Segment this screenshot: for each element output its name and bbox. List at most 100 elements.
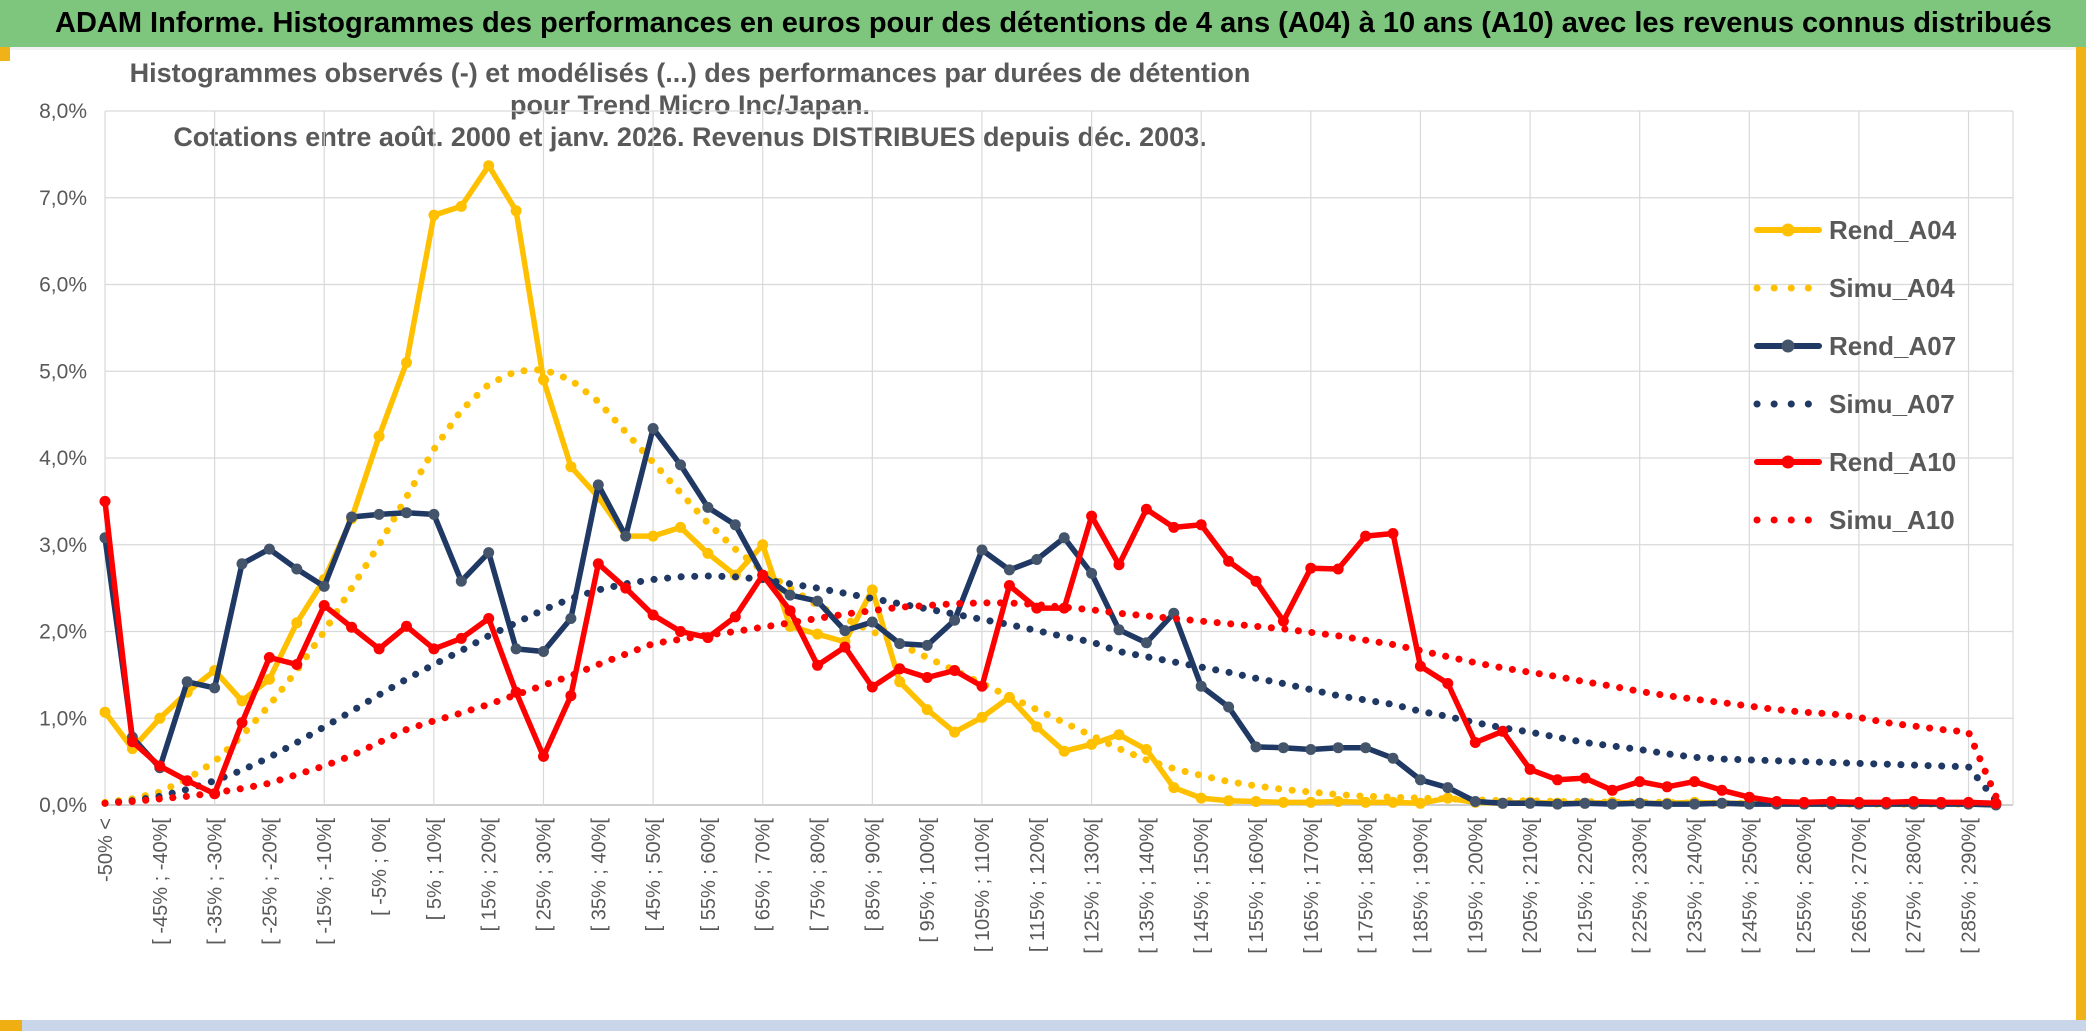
data-point-marker[interactable]: [1442, 782, 1454, 794]
bottom-scrollbar-strip[interactable]: [0, 1020, 2086, 1031]
data-point-marker[interactable]: [236, 717, 248, 729]
data-point-marker[interactable]: [1140, 744, 1152, 755]
data-point-marker[interactable]: [1387, 528, 1399, 539]
data-point-marker[interactable]: [346, 621, 358, 633]
data-point-marker[interactable]: [1223, 555, 1235, 567]
data-point-marker[interactable]: [1963, 796, 1974, 808]
data-point-marker[interactable]: [1360, 742, 1372, 754]
data-point-marker[interactable]: [263, 673, 275, 685]
data-point-marker[interactable]: [181, 676, 193, 688]
data-point-marker[interactable]: [1880, 796, 1892, 808]
data-point-marker[interactable]: [1414, 774, 1426, 786]
data-point-marker[interactable]: [236, 695, 248, 707]
data-point-marker[interactable]: [702, 501, 714, 513]
data-point-marker[interactable]: [1332, 796, 1344, 807]
data-point-marker[interactable]: [620, 530, 632, 542]
data-point-marker[interactable]: [318, 580, 330, 592]
data-point-marker[interactable]: [757, 539, 769, 551]
data-point-marker[interactable]: [538, 750, 549, 762]
data-point-marker[interactable]: [1195, 519, 1207, 531]
data-point-marker[interactable]: [1414, 797, 1426, 809]
data-point-marker[interactable]: [921, 672, 933, 683]
data-point-marker[interactable]: [1003, 564, 1015, 576]
data-point-marker[interactable]: [839, 625, 851, 637]
data-point-marker[interactable]: [866, 681, 878, 693]
data-point-marker[interactable]: [1031, 554, 1043, 565]
series-simu_a10[interactable]: [101, 599, 2000, 807]
data-point-marker[interactable]: [976, 680, 988, 692]
data-point-marker[interactable]: [1140, 637, 1152, 649]
data-point-marker[interactable]: [373, 643, 385, 655]
data-point-marker[interactable]: [455, 200, 467, 212]
data-point-marker[interactable]: [1908, 796, 1920, 807]
data-point-marker[interactable]: [839, 641, 851, 653]
data-point-marker[interactable]: [291, 659, 303, 670]
legend-item-rend_a07[interactable]: Rend_A07: [1754, 331, 1956, 361]
data-point-marker[interactable]: [291, 617, 303, 629]
data-point-marker[interactable]: [154, 712, 166, 724]
data-point-marker[interactable]: [976, 711, 988, 723]
data-point-marker[interactable]: [1387, 752, 1399, 764]
data-point-marker[interactable]: [812, 659, 823, 671]
data-point-marker[interactable]: [1524, 797, 1536, 809]
data-point-marker[interactable]: [510, 205, 522, 217]
data-point-marker[interactable]: [592, 558, 604, 570]
data-point-marker[interactable]: [784, 605, 796, 617]
data-point-marker[interactable]: [1689, 798, 1700, 810]
data-point-marker[interactable]: [455, 575, 467, 587]
data-point-marker[interactable]: [1332, 563, 1344, 575]
data-point-marker[interactable]: [1634, 776, 1646, 788]
data-point-marker[interactable]: [1442, 678, 1454, 689]
data-point-marker[interactable]: [1223, 795, 1235, 807]
legend-item-simu_a10[interactable]: Simu_A10: [1753, 505, 1955, 535]
data-point-marker[interactable]: [401, 620, 412, 632]
data-point-marker[interactable]: [1223, 701, 1235, 713]
data-point-marker[interactable]: [1826, 796, 1837, 807]
data-point-marker[interactable]: [538, 374, 549, 386]
data-point-marker[interactable]: [620, 582, 632, 594]
data-point-marker[interactable]: [702, 547, 714, 559]
data-point-marker[interactable]: [263, 543, 275, 555]
data-point-marker[interactable]: [1552, 774, 1563, 786]
data-point-marker[interactable]: [1606, 798, 1618, 810]
legend-item-simu_a04[interactable]: Simu_A04: [1753, 273, 1955, 303]
data-point-marker[interactable]: [401, 507, 412, 519]
data-point-marker[interactable]: [976, 544, 988, 556]
legend-item-simu_a07[interactable]: Simu_A07: [1753, 389, 1955, 419]
data-point-marker[interactable]: [1305, 744, 1317, 755]
data-point-marker[interactable]: [346, 511, 358, 523]
data-point-marker[interactable]: [1497, 797, 1509, 809]
data-point-marker[interactable]: [1469, 796, 1481, 807]
data-point-marker[interactable]: [1003, 580, 1015, 591]
data-point-marker[interactable]: [1195, 792, 1207, 804]
data-point-marker[interactable]: [1168, 782, 1180, 794]
data-point-marker[interactable]: [949, 665, 961, 676]
series-simu_a07[interactable]: [101, 572, 2000, 807]
data-point-marker[interactable]: [565, 613, 577, 624]
data-point-marker[interactable]: [1661, 781, 1673, 793]
data-point-marker[interactable]: [538, 646, 549, 657]
data-point-marker[interactable]: [647, 530, 659, 542]
data-point-marker[interactable]: [592, 479, 604, 491]
data-point-marker[interactable]: [1113, 559, 1125, 571]
data-point-marker[interactable]: [1140, 503, 1152, 515]
data-point-marker[interactable]: [99, 706, 111, 718]
data-point-marker[interactable]: [866, 616, 878, 628]
data-point-marker[interactable]: [1442, 792, 1454, 804]
data-point-marker[interactable]: [757, 569, 769, 581]
data-point-marker[interactable]: [1360, 796, 1372, 808]
data-point-marker[interactable]: [1634, 797, 1646, 809]
data-point-marker[interactable]: [921, 639, 933, 651]
data-point-marker[interactable]: [99, 495, 111, 507]
data-point-marker[interactable]: [1195, 680, 1207, 692]
data-point-marker[interactable]: [1606, 784, 1618, 796]
data-point-marker[interactable]: [483, 613, 495, 624]
data-point-marker[interactable]: [1058, 532, 1070, 544]
data-point-marker[interactable]: [1661, 798, 1673, 810]
legend-item-rend_a10[interactable]: Rend_A10: [1754, 447, 1956, 477]
data-point-marker[interactable]: [1771, 796, 1783, 807]
data-point-marker[interactable]: [812, 595, 823, 607]
data-point-marker[interactable]: [1277, 615, 1289, 627]
series-rend_a04[interactable]: [102, 162, 1999, 807]
data-point-marker[interactable]: [1990, 797, 2002, 809]
